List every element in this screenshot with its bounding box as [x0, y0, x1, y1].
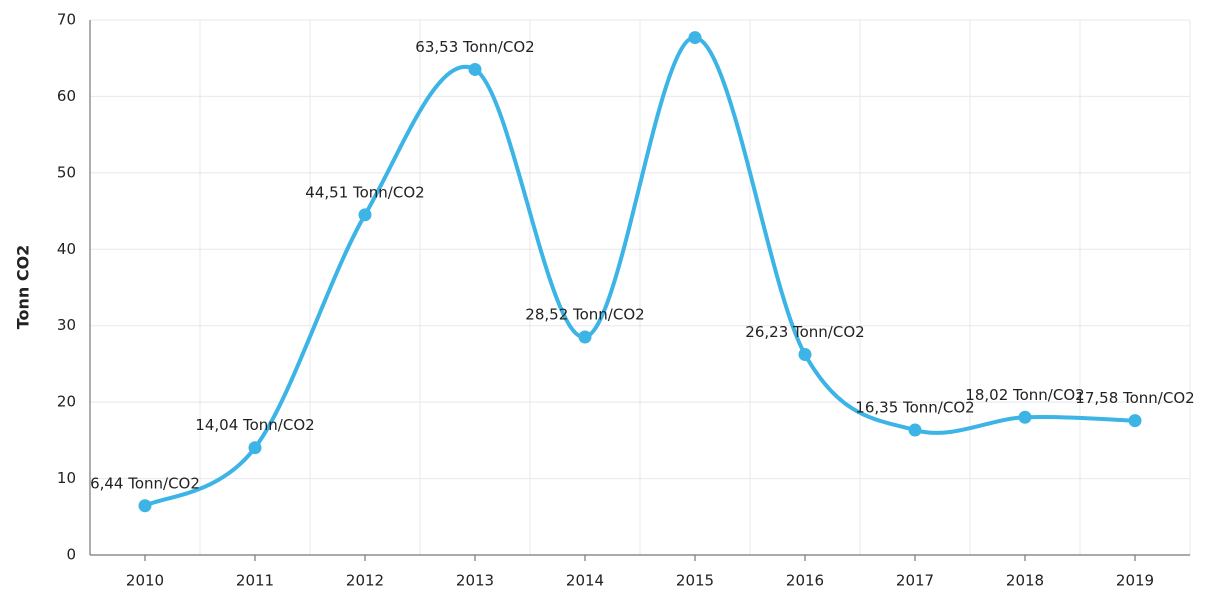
x-tick-label: 2010	[126, 572, 164, 590]
x-tick-label: 2014	[566, 572, 604, 590]
data-label: 6,44 Tonn/CO2	[90, 474, 200, 492]
data-label: 14,04 Tonn/CO2	[195, 416, 314, 434]
x-tick-label: 2011	[236, 572, 274, 590]
y-tick-label: 30	[57, 316, 76, 334]
y-tick-label: 60	[57, 87, 76, 105]
y-tick-label: 70	[57, 11, 76, 29]
point	[248, 441, 262, 455]
y-tick-label: 50	[57, 163, 76, 181]
point	[798, 348, 812, 362]
x-tick-label: 2013	[456, 572, 494, 590]
point	[1128, 414, 1142, 428]
data-label: 44,51 Tonn/CO2	[305, 183, 424, 201]
y-tick-label: 20	[57, 393, 76, 411]
point	[358, 208, 372, 222]
data-label: 17,58 Tonn/CO2	[1075, 389, 1194, 407]
x-tick-label: 2016	[786, 572, 824, 590]
data-label: 63,53 Tonn/CO2	[415, 38, 534, 56]
x-tick-label: 2017	[896, 572, 934, 590]
x-tick-label: 2019	[1116, 572, 1154, 590]
y-tick-label: 40	[57, 240, 76, 258]
y-axis-title: Tonn CO2	[14, 245, 33, 330]
x-tick-label: 2018	[1006, 572, 1044, 590]
data-label: 28,52 Tonn/CO2	[525, 306, 644, 324]
point	[1018, 410, 1032, 424]
x-tick-label: 2015	[676, 572, 714, 590]
point	[688, 31, 702, 45]
data-label: 26,23 Tonn/CO2	[745, 323, 864, 341]
y-tick-label: 0	[66, 546, 76, 564]
point	[468, 62, 482, 76]
data-label: 18,02 Tonn/CO2	[965, 386, 1084, 404]
y-tick-label: 10	[57, 469, 76, 487]
point	[138, 499, 152, 513]
x-tick-label: 2012	[346, 572, 384, 590]
point	[908, 423, 922, 437]
data-label: 16,35 Tonn/CO2	[855, 399, 974, 417]
point	[578, 330, 592, 344]
